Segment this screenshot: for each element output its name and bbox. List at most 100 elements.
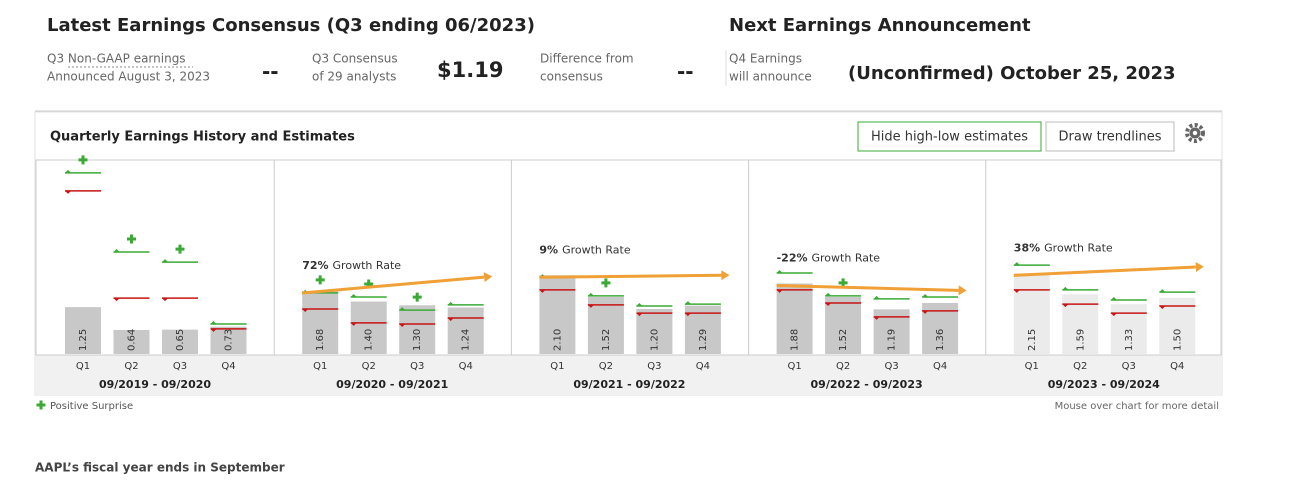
x-tick-label: Q2 xyxy=(124,361,138,372)
high-estimate-tick xyxy=(162,259,168,263)
bar xyxy=(162,329,198,354)
x-tick-label: Q4 xyxy=(696,361,710,372)
low-estimate xyxy=(447,317,484,321)
low-estimate-tick xyxy=(873,316,880,320)
settings-icon[interactable] xyxy=(1185,123,1205,143)
bar xyxy=(350,301,387,354)
low-estimate-tick xyxy=(825,303,832,306)
low-estimate xyxy=(162,297,198,302)
x-tick-label: Q1 xyxy=(1025,361,1039,372)
bar xyxy=(302,291,339,354)
button[interactable] xyxy=(1045,121,1175,152)
low-estimate xyxy=(636,312,673,317)
bar-label: 1.33 xyxy=(1124,329,1135,351)
bar-label: 1.24 xyxy=(461,329,472,351)
high-estimate-tick xyxy=(210,321,217,324)
surprise-marker xyxy=(364,279,374,289)
low-estimate-tick xyxy=(350,322,357,326)
x-tick-label: Q2 xyxy=(1073,361,1087,372)
low-estimate-tick xyxy=(302,309,309,312)
bar xyxy=(636,309,673,354)
label: Q4 Earnings xyxy=(729,52,802,66)
low-estimate-tick xyxy=(113,298,120,302)
low-estimate xyxy=(825,302,862,306)
x-tick-label: Q1 xyxy=(550,361,564,372)
low-estimate xyxy=(399,323,436,327)
x-tick-label: Q3 xyxy=(884,361,898,372)
low-estimate-tick xyxy=(1062,304,1069,308)
value: -- xyxy=(262,60,279,84)
surprise-marker xyxy=(36,400,46,410)
growth-caption: Growth Rate xyxy=(562,243,631,256)
bar-label: 2.10 xyxy=(552,329,563,351)
bar xyxy=(825,297,862,354)
growth-label: 9% Growth Rate xyxy=(539,243,630,256)
growth-value: 38% xyxy=(1014,241,1040,254)
button-label[interactable]: Draw trendlines xyxy=(1059,130,1162,145)
growth-label: 72% Growth Rate xyxy=(302,259,401,272)
hint: Mouse over chart for more detail xyxy=(1055,401,1219,412)
trend-arrow xyxy=(1195,262,1204,273)
trend-line xyxy=(539,273,722,279)
label: Q3 Non-GAAP earnings xyxy=(47,52,186,66)
trend-arrow xyxy=(958,285,967,296)
bar-label: 1.20 xyxy=(649,329,660,351)
bar-label: 1.52 xyxy=(601,329,612,351)
x-tick-label: Q2 xyxy=(836,361,850,372)
bar-label: 1.25 xyxy=(78,329,89,351)
low-estimate xyxy=(873,316,910,320)
button[interactable] xyxy=(857,121,1042,152)
high-estimate xyxy=(922,294,959,298)
high-estimate-tick xyxy=(399,307,406,311)
high-estimate-tick xyxy=(1110,297,1117,300)
low-estimate-tick xyxy=(210,328,217,332)
high-estimate-tick xyxy=(684,301,691,305)
bar-label: 0.73 xyxy=(224,329,235,351)
label: will announce xyxy=(729,70,812,84)
high-estimate xyxy=(776,270,813,274)
button-label[interactable]: Hide high-low estimates xyxy=(871,130,1028,145)
growth-caption: Growth Rate xyxy=(812,252,881,265)
bar xyxy=(539,275,576,354)
bar-label: 2.15 xyxy=(1027,329,1038,351)
high-estimate-tick xyxy=(1013,262,1020,266)
low-estimate-tick xyxy=(1013,289,1020,293)
group-label: 09/2020 - 09/2021 xyxy=(336,378,448,391)
low-estimate xyxy=(350,322,387,326)
low-estimate-tick xyxy=(162,298,168,302)
bar-label: 1.40 xyxy=(364,329,375,351)
bar xyxy=(776,283,813,354)
growth-caption: Growth Rate xyxy=(1044,241,1113,254)
trend-arrow xyxy=(483,272,493,283)
label: Announced August 3, 2023 xyxy=(47,70,210,84)
high-estimate-tick xyxy=(1062,286,1069,290)
high-estimate xyxy=(65,169,101,174)
group-label: 09/2021 - 09/2022 xyxy=(573,378,685,391)
growth-value: 72% xyxy=(302,259,328,272)
low-estimate xyxy=(113,297,150,302)
low-estimate-tick xyxy=(636,313,643,317)
low-estimate xyxy=(210,328,247,332)
x-tick-label: Q4 xyxy=(1170,361,1184,372)
bar xyxy=(1159,297,1196,354)
low-estimate-tick xyxy=(922,310,929,314)
high-estimate-tick xyxy=(1159,289,1166,293)
bar-label: 1.88 xyxy=(790,329,801,351)
x-tick-label: Q4 xyxy=(459,361,473,372)
label: consensus xyxy=(540,70,603,84)
bar-label: 1.29 xyxy=(698,329,709,351)
high-estimate xyxy=(350,294,387,298)
growth-label: -22% Growth Rate xyxy=(777,252,881,265)
trend-line xyxy=(776,284,959,292)
label: Difference from xyxy=(540,52,634,66)
label: Q3 Consensus xyxy=(312,52,398,66)
surprise-marker xyxy=(838,278,848,288)
surprise-marker xyxy=(315,275,325,285)
bar-label: 0.65 xyxy=(175,329,186,351)
low-estimate xyxy=(302,308,339,312)
low-estimate xyxy=(539,289,576,293)
low-estimate xyxy=(922,310,959,314)
footnote: AAPL’s fiscal year ends in September xyxy=(35,461,285,475)
x-tick-label: Q3 xyxy=(410,361,424,372)
